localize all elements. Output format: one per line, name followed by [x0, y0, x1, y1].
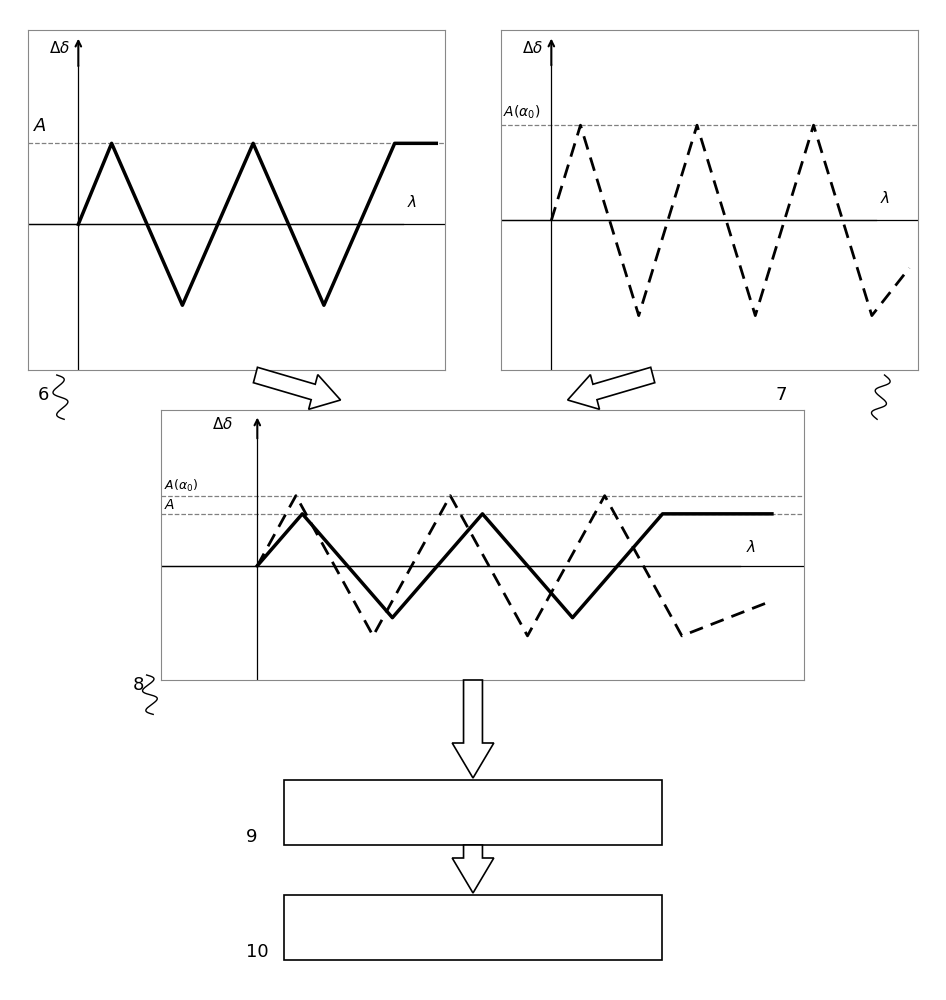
Text: $A < A(\alpha_0)$: $A < A(\alpha_0)$ [429, 801, 517, 824]
Text: $\Delta\delta$: $\Delta\delta$ [522, 40, 543, 56]
Text: $\lambda$: $\lambda$ [880, 190, 890, 206]
Text: 7: 7 [776, 386, 787, 404]
Text: 10: 10 [246, 943, 269, 961]
Text: $\alpha < \alpha_0$: $\alpha < \alpha_0$ [444, 918, 502, 937]
Text: $\Delta\delta$: $\Delta\delta$ [49, 40, 70, 56]
Text: $A(\alpha_0)$: $A(\alpha_0)$ [503, 104, 541, 121]
Text: 9: 9 [246, 828, 257, 846]
Text: $\Delta\delta$: $\Delta\delta$ [212, 416, 234, 432]
Text: $\lambda$: $\lambda$ [746, 539, 757, 555]
Text: $A$: $A$ [32, 117, 46, 135]
Text: $A$: $A$ [164, 498, 175, 512]
Text: 8: 8 [132, 676, 144, 694]
Text: $A(\alpha_0)$: $A(\alpha_0)$ [164, 477, 198, 494]
Text: $\lambda$: $\lambda$ [407, 194, 417, 210]
Text: 6: 6 [38, 386, 49, 404]
